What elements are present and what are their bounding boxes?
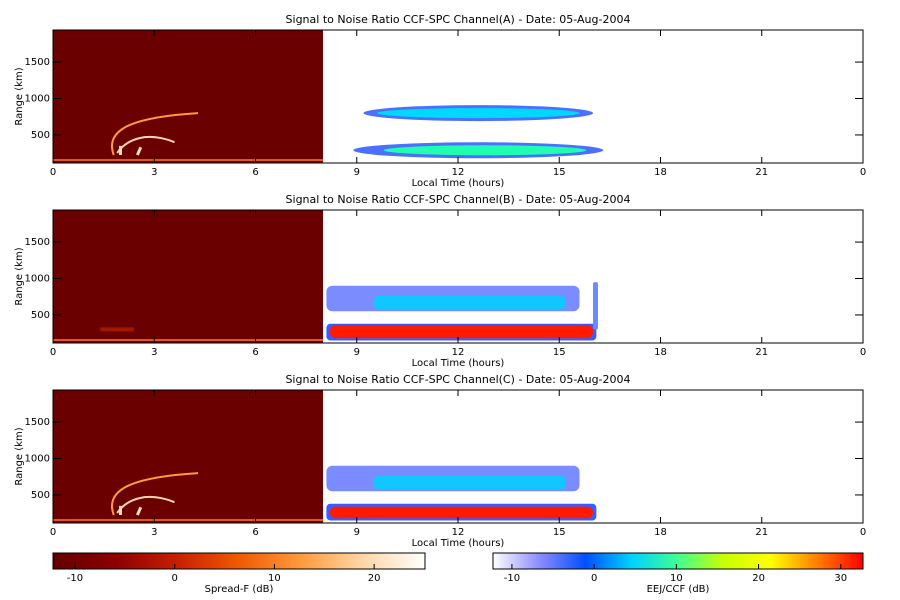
panel-title: Signal to Noise Ratio CCF-SPC Channel(B)… (286, 193, 631, 206)
colorbar-fill (52, 552, 426, 570)
bottom-echo (53, 339, 323, 341)
colorbar-tick-label: 10 (670, 573, 683, 584)
x-tick-label: 9 (354, 347, 360, 358)
y-tick-label: 500 (31, 130, 50, 141)
plume (111, 472, 199, 516)
colorbar: -10 0 10 20 30 EEJ/CCF (dB) (492, 552, 864, 595)
ccf-band (329, 506, 593, 519)
bottom-echo (53, 159, 323, 161)
panel: Signal to Noise Ratio CCF-SPC Channel(C)… (14, 373, 866, 549)
eej-band (373, 295, 566, 310)
x-axis-label: Local Time (hours) (412, 358, 505, 369)
x-tick-label: 21 (755, 347, 768, 358)
plume (111, 112, 199, 156)
x-tick-label: 0 (50, 347, 56, 358)
colorbar-tick-label: -10 (504, 573, 520, 584)
eej-band (377, 108, 580, 119)
x-tick-label: 18 (654, 527, 667, 538)
colorbar-tick-label: 0 (591, 573, 597, 584)
x-tick-label: 15 (553, 527, 566, 538)
x-tick-label: 12 (452, 167, 465, 178)
x-tick-label: 6 (252, 527, 258, 538)
x-tick-label: 6 (252, 347, 258, 358)
edge-echo (593, 282, 598, 330)
colorbar: -10 0 10 20 Spread-F (dB) (52, 552, 426, 595)
x-tick-label: 0 (50, 527, 56, 538)
colorbar-label: EEJ/CCF (dB) (647, 584, 710, 595)
colorbar-label: Spread-F (dB) (205, 584, 274, 595)
plume (119, 145, 143, 156)
y-axis-label: Range (km) (14, 247, 25, 305)
colorbar-tick-label: 0 (171, 573, 177, 584)
x-tick-label: 0 (860, 527, 866, 538)
colorbar-fill (492, 552, 864, 570)
colorbar-tick-label: 10 (268, 573, 281, 584)
x-tick-label: 0 (860, 167, 866, 178)
eej-band (373, 475, 566, 490)
y-tick-label: 500 (31, 490, 50, 501)
x-tick-label: 3 (151, 167, 157, 178)
panel-title: Signal to Noise Ratio CCF-SPC Channel(C)… (285, 373, 630, 386)
x-tick-label: 15 (553, 347, 566, 358)
x-tick-label: 18 (654, 347, 667, 358)
x-tick-label: 3 (151, 527, 157, 538)
ccf-band (329, 325, 593, 339)
panel: Signal to Noise Ratio CCF-SPC Channel(A)… (14, 13, 866, 189)
y-axis-label: Range (km) (14, 67, 25, 125)
y-tick-label: 1500 (25, 417, 50, 428)
bottom-echo (53, 519, 323, 521)
plume (119, 505, 143, 516)
y-axis-label: Range (km) (14, 427, 25, 485)
eej-band (383, 145, 587, 156)
x-tick-label: 0 (50, 167, 56, 178)
colorbar-tick-label: -10 (67, 573, 83, 584)
y-tick-label: 1500 (25, 57, 50, 68)
panel: Signal to Noise Ratio CCF-SPC Channel(B)… (14, 193, 866, 369)
y-tick-label: 1500 (25, 237, 50, 248)
x-axis-label: Local Time (hours) (412, 178, 505, 189)
colorbar-tick-label: 20 (752, 573, 765, 584)
x-tick-label: 21 (755, 527, 768, 538)
x-tick-label: 3 (151, 347, 157, 358)
x-tick-label: 18 (654, 167, 667, 178)
x-tick-label: 12 (452, 347, 465, 358)
y-tick-label: 1000 (25, 274, 50, 285)
spread-f-background (53, 30, 323, 163)
y-tick-label: 1000 (25, 454, 50, 465)
x-tick-label: 12 (452, 527, 465, 538)
x-tick-label: 21 (755, 167, 768, 178)
y-tick-label: 1000 (25, 94, 50, 105)
spread-f-background (53, 210, 323, 343)
x-tick-label: 0 (860, 347, 866, 358)
x-tick-label: 9 (354, 167, 360, 178)
faint-echo (100, 327, 134, 332)
x-tick-label: 9 (354, 527, 360, 538)
spread-f-background (53, 390, 323, 523)
x-tick-label: 15 (553, 167, 566, 178)
panel-title: Signal to Noise Ratio CCF-SPC Channel(A)… (286, 13, 631, 26)
x-tick-label: 6 (252, 167, 258, 178)
colorbar-tick-label: 30 (834, 573, 847, 584)
y-tick-label: 500 (31, 310, 50, 321)
x-axis-label: Local Time (hours) (412, 538, 505, 549)
colorbar-tick-label: 20 (368, 573, 381, 584)
